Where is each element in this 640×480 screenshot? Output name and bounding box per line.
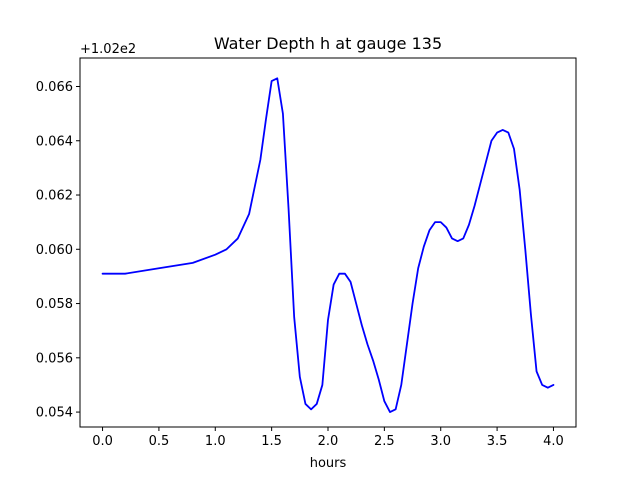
chart-title: Water Depth h at gauge 135	[214, 34, 442, 53]
x-axis: 0.0 0.5 1.0 1.5 2.0 2.5 3.0 3.5 4.0	[92, 427, 564, 449]
x-tick-label: 2.5	[374, 434, 395, 449]
y-tick-label: 0.054	[36, 406, 73, 421]
x-tick-label: 0.5	[149, 434, 170, 449]
x-tick-label: 3.0	[430, 434, 451, 449]
series-line-0	[101, 77, 555, 413]
x-tick-label: 1.0	[205, 434, 226, 449]
y-axis: 0.054 0.056 0.058 0.060 0.062 0.064 0.066	[36, 80, 80, 421]
x-tick-label: 3.5	[487, 434, 508, 449]
x-tick-label: 1.5	[261, 434, 282, 449]
y-tick-label: 0.064	[36, 134, 73, 149]
y-tick-label: 0.058	[36, 297, 73, 312]
y-tick-label: 0.060	[36, 243, 73, 258]
x-tick-label: 0.0	[92, 434, 113, 449]
y-tick-label: 0.066	[36, 80, 73, 95]
y-offset-label: +1.02e2	[80, 42, 136, 57]
x-tick-label: 4.0	[543, 434, 564, 449]
x-axis-label: hours	[310, 456, 347, 471]
x-tick-label: 2.0	[318, 434, 339, 449]
y-tick-label: 0.056	[36, 351, 73, 366]
y-tick-label: 0.062	[36, 189, 73, 204]
